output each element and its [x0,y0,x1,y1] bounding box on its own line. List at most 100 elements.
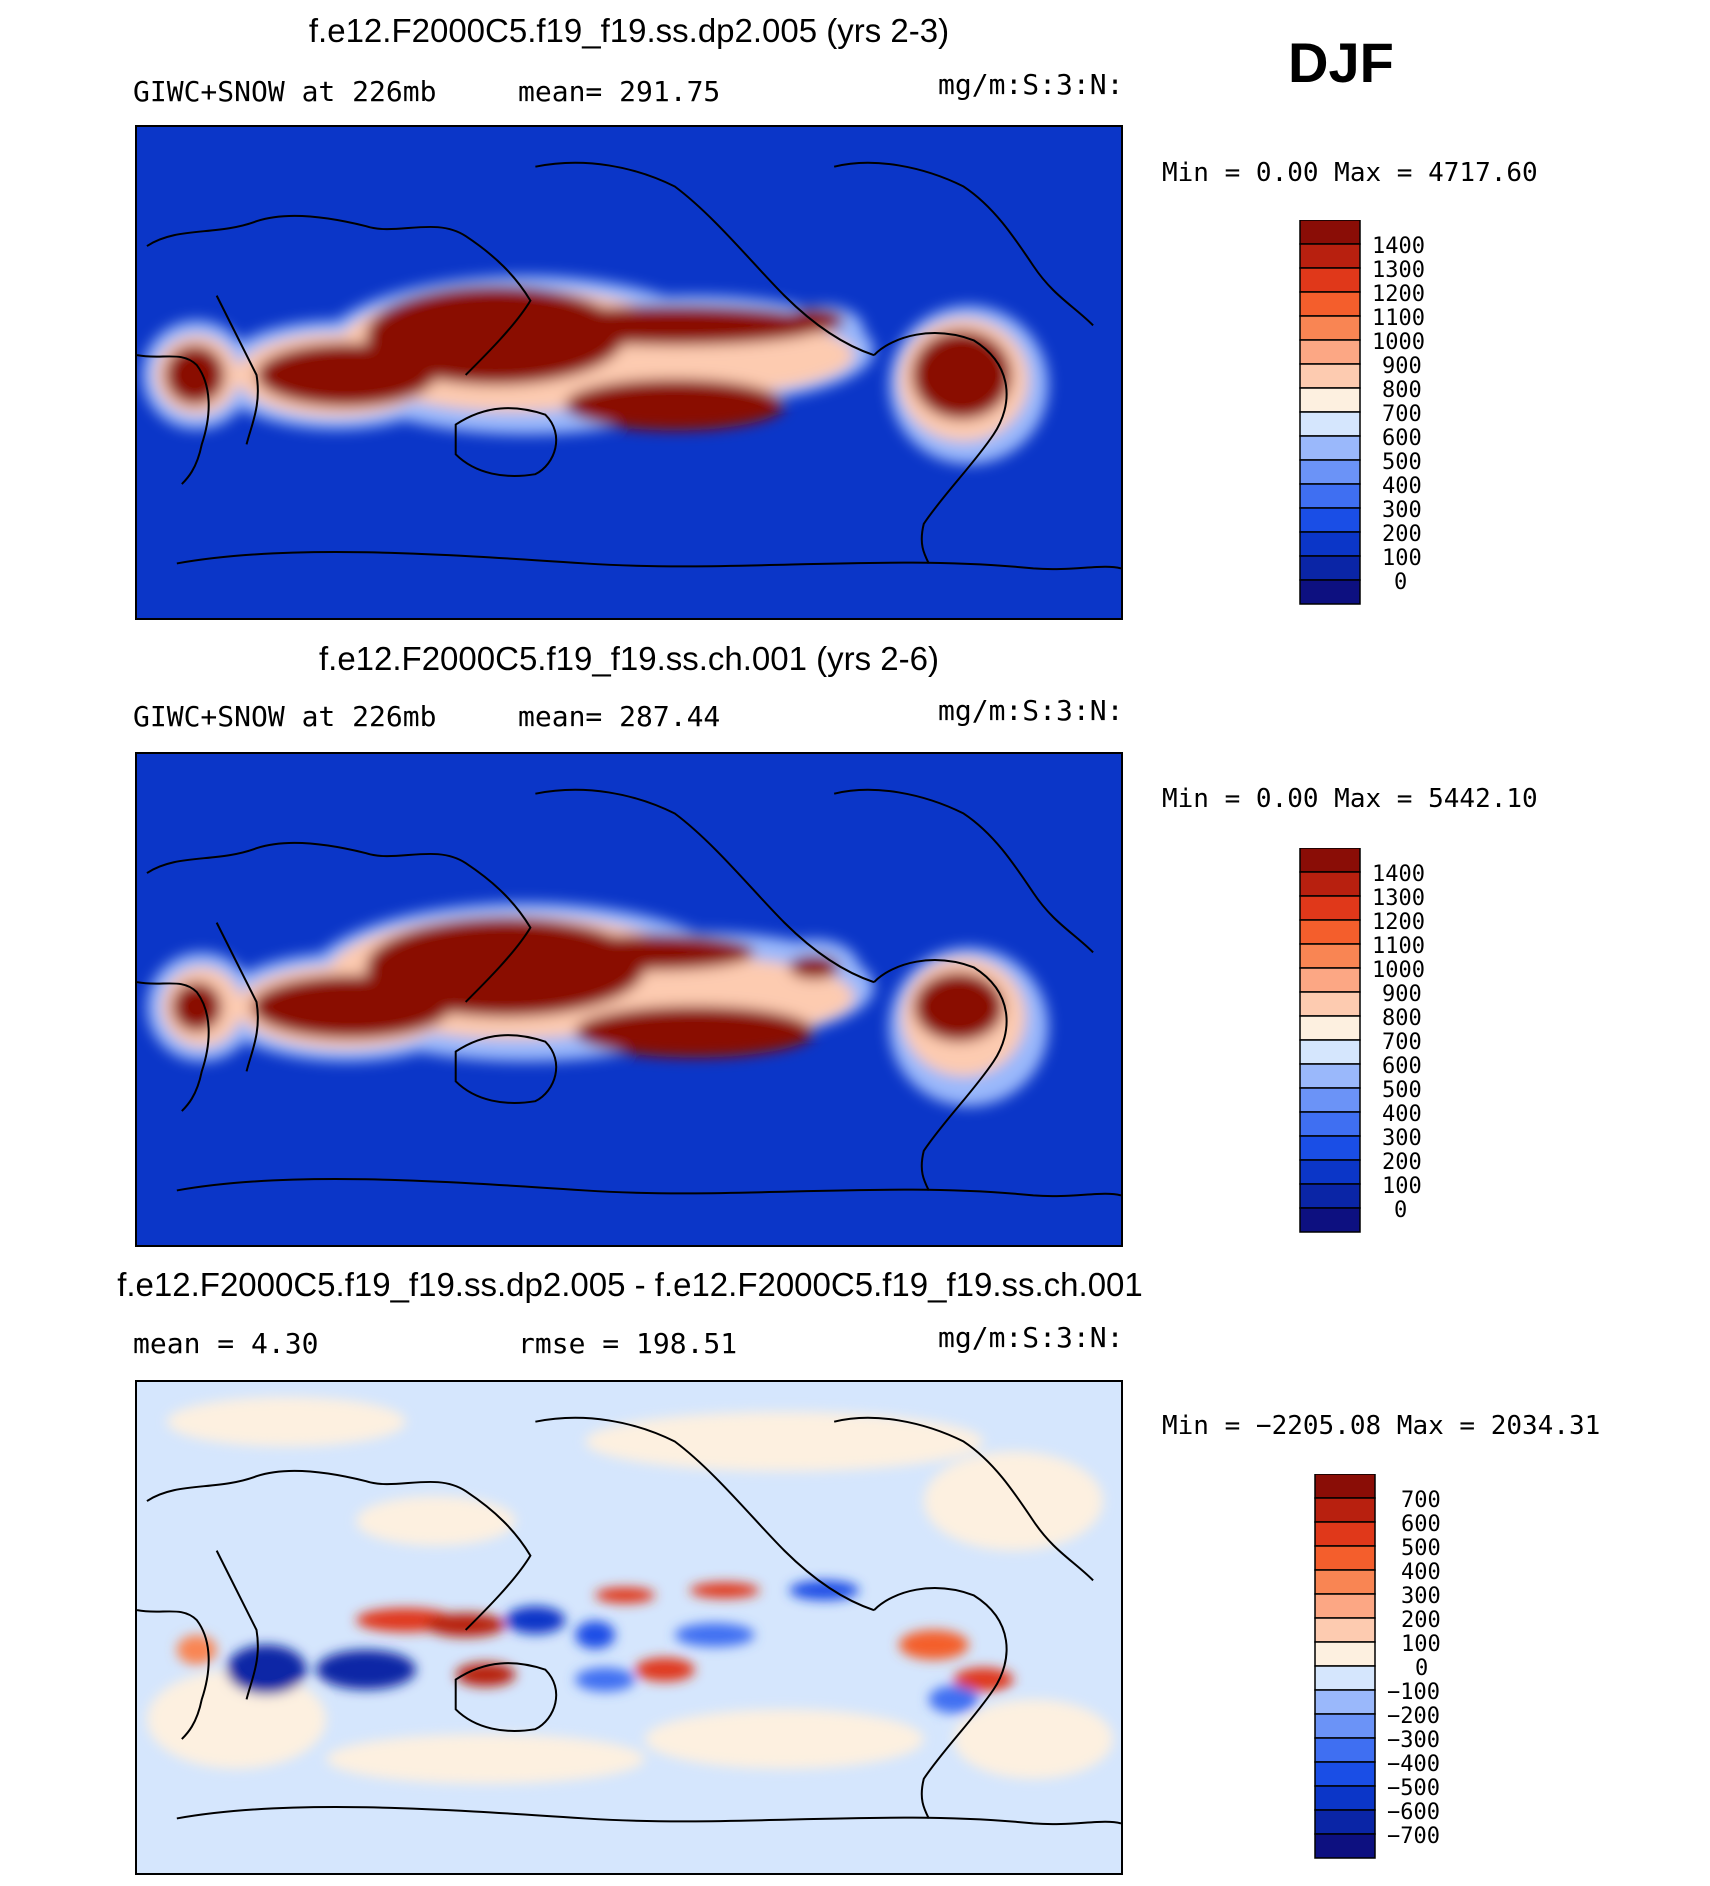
colorbar-swatch [1299,1159,1361,1185]
colorbar-tick-label: −700 [1387,1824,1440,1849]
panel-1-colorbar: 1400 1300 1200 1100 1000 900 800 700 600… [1290,220,1450,615]
coastlines [137,1416,1121,1826]
colorbar-swatch [1299,1063,1361,1089]
colorbar-swatch [1299,967,1361,993]
panel-1-mean-label: mean= 291.75 [518,75,721,108]
panel-1-minmax-label: Min = 0.00 Max = 4717.60 [1162,158,1538,188]
colorbar-swatch [1299,411,1361,437]
colorbar-swatch [1299,507,1361,533]
panel-2-variable-label: GIWC+SNOW at 226mb [133,700,437,733]
colorbar-swatch [1314,1737,1376,1763]
colorbar-tick-label: 400 [1382,474,1422,499]
panel-2-map [135,752,1123,1247]
colorbar-swatch [1299,848,1361,873]
colorbar-swatch [1314,1569,1376,1595]
colorbar-tick-label: 1300 [1372,886,1425,911]
panel-1-map [135,125,1123,620]
colorbar-tick-label: 400 [1401,1560,1441,1585]
panel-3-units-label: mg/m:S:3:N: [938,1321,1124,1354]
colorbar-tick-label: 300 [1382,1126,1422,1151]
colorbar-tick-label: 900 [1382,982,1422,1007]
colorbar-swatch [1299,1183,1361,1209]
colorbar-tick-label: 700 [1382,402,1422,427]
colorbar-swatch [1299,1039,1361,1065]
colorbar-swatch [1299,483,1361,509]
colorbar-swatch [1299,339,1361,365]
colorbar-swatch [1299,291,1361,317]
colorbar-tick-label: 500 [1382,1078,1422,1103]
colorbar-swatch [1299,459,1361,485]
colorbar-tick-label: −600 [1387,1800,1440,1825]
colorbar-swatch [1314,1713,1376,1739]
colorbar-tick-label: 1200 [1372,282,1425,307]
season-label: DJF [1288,31,1394,94]
panel-3-map [135,1380,1123,1875]
colorbar-tick-label: 800 [1382,378,1422,403]
colorbar-swatch [1299,1111,1361,1137]
colorbar-swatch [1299,1087,1361,1113]
panel-3-colorbar: 700 600 500 400 300 200 100 0 −100 −200 … [1305,1474,1475,1869]
colorbar-tick-label: −500 [1387,1776,1440,1801]
colorbar-tick-label: 200 [1382,1150,1422,1175]
colorbar-swatch [1314,1809,1376,1835]
panel-3-title: f.e12.F2000C5.f19_f19.ss.dp2.005 - f.e12… [117,1266,1143,1303]
colorbar-swatch [1299,243,1361,269]
colorbar-tick-labels: 700 600 500 400 300 200 100 0 −100 −200 … [1387,1488,1441,1849]
colorbar-swatch [1299,579,1361,605]
colorbar-tick-label: 100 [1401,1632,1441,1657]
colorbar-tick-label: 0 [1394,1198,1407,1223]
colorbar-tick-label: 100 [1382,546,1422,571]
colorbar-tick-label: −100 [1387,1680,1440,1705]
colorbar-swatch [1314,1617,1376,1643]
colorbar-tick-label: 300 [1382,498,1422,523]
colorbar-tick-label: 1000 [1372,330,1425,355]
colorbar-tick-label: 100 [1382,1174,1422,1199]
colorbar-swatch [1314,1593,1376,1619]
colorbar-tick-label: 600 [1401,1512,1441,1537]
panel-3-rmse-label: rmse = 198.51 [518,1327,738,1360]
colorbar-swatch [1299,871,1361,897]
panel-3-mean-label: mean = 4.30 [133,1327,319,1360]
colorbar-tick-label: 1100 [1372,306,1425,331]
colorbar-swatch [1299,895,1361,921]
colorbar-swatch [1314,1785,1376,1811]
colorbar-swatch [1299,435,1361,461]
colorbar-swatch [1314,1689,1376,1715]
colorbar-tick-label: 0 [1415,1656,1428,1681]
colorbar-swatch [1314,1545,1376,1571]
colorbar-swatch [1299,1015,1361,1041]
colorbar-tick-label: 600 [1382,426,1422,451]
panel-2-title: f.e12.F2000C5.f19_f19.ss.ch.001 (yrs 2-6… [318,640,939,677]
colorbar-tick-labels: 1400 1300 1200 1100 1000 900 800 700 600… [1372,234,1425,595]
panel-2-minmax-label: Min = 0.00 Max = 5442.10 [1162,784,1538,814]
colorbar-swatch [1299,1135,1361,1161]
coastlines [137,788,1121,1198]
colorbar-swatch [1314,1474,1376,1499]
colorbar-tick-labels: 1400 1300 1200 1100 1000 900 800 700 600… [1372,862,1425,1223]
colorbar-swatch [1314,1641,1376,1667]
colorbar-swatch [1299,943,1361,969]
colorbar-tick-label: 1400 [1372,862,1425,887]
colorbar-tick-label: 300 [1401,1584,1441,1609]
colorbar-tick-label: 1100 [1372,934,1425,959]
colorbar-swatch [1299,363,1361,389]
panel-1-variable-label: GIWC+SNOW at 226mb [133,75,437,108]
colorbar-swatch [1299,387,1361,413]
colorbar-swatch [1299,919,1361,945]
colorbar-swatch [1299,991,1361,1017]
colorbar-tick-label: 1200 [1372,910,1425,935]
colorbar-tick-label: 200 [1401,1608,1441,1633]
colorbar-tick-label: 400 [1382,1102,1422,1127]
colorbar-tick-label: 1400 [1372,234,1425,259]
colorbar-swatch [1299,220,1361,245]
colorbar-swatch [1314,1497,1376,1523]
colorbar-tick-label: 700 [1382,1030,1422,1055]
panel-2-units-label: mg/m:S:3:N: [938,694,1124,727]
colorbar-tick-label: 800 [1382,1006,1422,1031]
panel-2-colorbar: 1400 1300 1200 1100 1000 900 800 700 600… [1290,848,1450,1243]
colorbar-tick-label: 200 [1382,522,1422,547]
colorbar-swatch [1299,315,1361,341]
panel-2-mean-label: mean= 287.44 [518,700,721,733]
colorbar-swatch [1299,555,1361,581]
panel-1-title: f.e12.F2000C5.f19_f19.ss.dp2.005 (yrs 2-… [308,12,950,49]
